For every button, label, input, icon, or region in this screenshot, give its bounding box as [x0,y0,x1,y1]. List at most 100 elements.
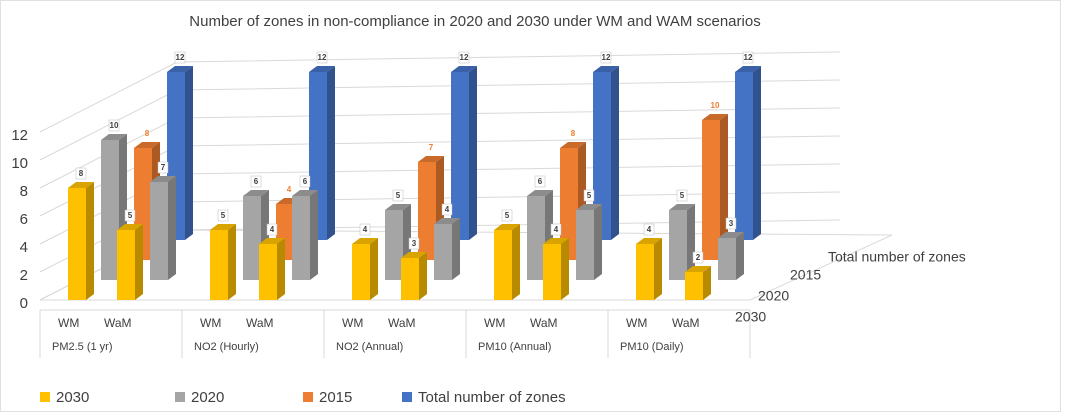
bar [576,204,602,280]
data-label-box [75,167,87,180]
bar-top [718,232,744,238]
data-label-box [124,209,136,222]
legend-swatch [303,392,313,402]
bar-side [168,176,176,280]
bar [593,66,619,240]
bar-top [593,66,619,72]
y-tick-label: 12 [11,127,28,144]
bar-top [560,142,586,148]
data-label-box [392,189,404,202]
data-label-box [266,223,278,236]
data-label-box [441,203,453,216]
x-group-label: NO2 (Hourly) [194,341,259,353]
bar-front [434,224,452,280]
bar-top [309,66,335,72]
x-group-label: PM10 (Annual) [478,341,551,353]
bar-front [150,182,168,280]
bar-front [418,162,436,260]
data-label: 5 [587,191,592,200]
data-label: 4 [647,225,652,234]
bar-top [543,238,569,244]
data-label: 7 [161,163,166,172]
bar-side [370,238,378,300]
bar-front [636,244,654,300]
bar-top [243,190,269,196]
data-label: 5 [396,191,401,200]
data-label-box [643,223,655,236]
bar [401,252,427,300]
data-label: 5 [221,211,226,220]
bar-side [611,66,619,240]
bar [702,114,728,260]
data-label: 4 [363,225,368,234]
bar-side [135,224,143,300]
legend-label: 2015 [319,389,352,406]
bar [352,238,378,300]
bar-side [327,66,335,240]
chart-title: Number of zones in non-compliance in 202… [189,13,760,30]
x-tick-label: WaM [672,316,700,330]
data-label: 4 [445,205,450,214]
data-label-box [174,51,186,64]
data-label-box [299,175,311,188]
bar [292,190,318,280]
data-label-box [157,161,169,174]
bar-front [735,72,753,240]
x-tick-label: WM [626,316,647,330]
bar-top [167,66,193,72]
x-tick-label: WaM [104,316,132,330]
bar-top [292,190,318,196]
x-group-label: NO2 (Annual) [336,341,403,353]
data-label-box [250,175,262,188]
bar-top [259,238,285,244]
y-tick-label: 0 [20,295,28,312]
bar-side [654,238,662,300]
bar-front [494,230,512,300]
bar [259,238,285,300]
bar-top [101,134,127,140]
data-label-box [725,217,737,230]
data-label: 8 [79,169,84,178]
legend-label: 2030 [56,389,89,406]
data-label-box [692,251,704,264]
bar-front [401,258,419,300]
bar-side [277,238,285,300]
bar-front [718,238,736,280]
data-label: 8 [145,129,150,138]
x-tick-label: WM [200,316,221,330]
bar-front [210,230,228,300]
bar [669,204,695,280]
y-tick-label: 6 [20,211,28,228]
data-label: 4 [287,185,292,194]
bar-front [243,196,261,280]
bar-front [68,188,86,300]
data-label: 12 [460,53,469,62]
data-label: 10 [110,121,119,130]
data-label: 5 [505,211,510,220]
y-tick-label: 4 [20,239,28,256]
bar-top [210,224,236,230]
bar-front [527,196,545,280]
data-label-box [217,209,229,222]
data-label-box [458,51,470,64]
data-label: 10 [711,101,720,110]
data-label: 12 [602,53,611,62]
x-group-label: PM2.5 (1 yr) [52,341,113,353]
data-label: 4 [554,225,559,234]
bar-front [576,210,594,280]
x-tick-label: WaM [246,316,274,330]
bar-top [385,204,411,210]
bar-front [593,72,611,240]
data-label: 5 [128,211,133,220]
bar-top [576,204,602,210]
bar-top [117,224,143,230]
depth-label: 2030 [735,309,766,325]
depth-label: 2020 [758,288,789,304]
legend-swatch [402,392,412,402]
bar [685,266,711,300]
bar [68,182,94,300]
bar-front [685,272,703,300]
bar-side [452,218,460,280]
bar [210,224,236,300]
